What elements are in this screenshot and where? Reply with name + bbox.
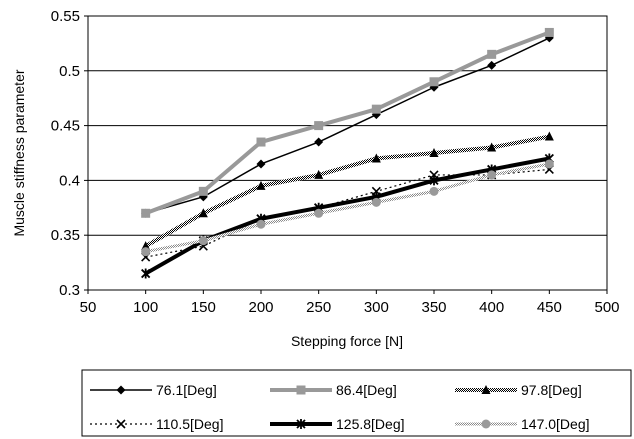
y-axis-ticks: 0.3 0.35 0.4 0.45 0.5 0.55: [51, 8, 88, 299]
data-point: [371, 104, 381, 114]
legend-label: 110.5[Deg]: [156, 416, 223, 432]
data-point: [256, 159, 266, 169]
series-line: [145, 162, 550, 254]
data-point: [487, 60, 497, 70]
data-point: [544, 131, 554, 141]
legend-items: 76.1[Deg] 86.4[Deg] 97.8[Deg] 110.5[Deg] 125…: [90, 382, 590, 432]
data-point: [429, 186, 439, 196]
y-tick-label: 0.55: [51, 8, 80, 25]
data-point: [296, 419, 306, 429]
legend-entry: 147.0[Deg]: [455, 416, 590, 432]
legend-label: 147.0[Deg]: [521, 416, 590, 432]
data-point: [198, 236, 208, 246]
data-point: [429, 175, 439, 186]
data-point: [141, 247, 151, 257]
data-point: [314, 169, 324, 179]
data-point: [481, 385, 491, 394]
y-tick-label: 0.3: [59, 282, 80, 299]
plot-frame: [87, 15, 608, 291]
data-point: [256, 180, 266, 190]
legend-frame: [81, 369, 632, 437]
x-tick-label: 350: [421, 299, 446, 316]
data-point: [141, 208, 151, 218]
x-tick-label: 500: [594, 299, 619, 316]
legend-label: 97.8[Deg]: [521, 382, 582, 398]
series-6: [141, 159, 554, 257]
data-point: [544, 159, 554, 169]
data-point: [487, 49, 497, 59]
y-tick-label: 0.45: [51, 118, 80, 135]
legend-label: 125.8[Deg]: [336, 416, 405, 432]
series-line: [144, 30, 551, 216]
x-tick-label: 400: [479, 299, 504, 316]
y-tick-label: 0.35: [51, 227, 80, 244]
legend-entry: 125.8[Deg]: [270, 416, 405, 432]
gridlines: [88, 70, 607, 236]
data-point: [429, 77, 439, 87]
y-tick-label: 0.5: [59, 63, 80, 80]
data-point: [314, 121, 324, 131]
legend-entry: 110.5[Deg]: [90, 416, 223, 432]
x-tick-label: 300: [364, 299, 389, 316]
series-layer: [141, 27, 554, 279]
data-point: [544, 27, 554, 37]
data-point: [487, 170, 497, 180]
y-axis-label: Muscle stiffness parameter: [11, 69, 27, 236]
x-tick-label: 150: [191, 299, 216, 316]
data-point: [296, 385, 306, 395]
data-point: [481, 419, 491, 429]
legend-label: 76.1[Deg]: [156, 382, 217, 398]
data-point: [487, 142, 497, 152]
y-tick-label: 0.4: [59, 172, 80, 189]
x-tick-label: 250: [306, 299, 331, 316]
data-point: [314, 208, 324, 218]
series-3: [141, 131, 554, 251]
data-point: [429, 148, 439, 157]
series-line: [145, 37, 550, 215]
x-tick-label: 450: [537, 299, 562, 316]
series-line: [144, 134, 550, 248]
legend: 76.1[Deg] 86.4[Deg] 97.8[Deg] 110.5[Deg] 125…: [81, 369, 632, 437]
series-2: [141, 27, 554, 218]
legend-entry: 97.8[Deg]: [455, 382, 582, 398]
data-point: [256, 219, 266, 229]
data-point: [371, 197, 381, 207]
data-point: [198, 186, 208, 196]
x-tick-label: 100: [133, 299, 158, 316]
data-point: [198, 208, 208, 218]
legend-label: 86.4[Deg]: [336, 382, 397, 398]
x-tick-label: 50: [80, 299, 97, 316]
data-point: [141, 268, 151, 279]
data-point: [371, 153, 381, 163]
x-axis-label: Stepping force [N]: [291, 333, 403, 349]
series-line: [145, 168, 550, 258]
x-axis-ticks: 50 100 150 200 250 300 350 400 450 500: [80, 290, 620, 316]
data-point: [116, 419, 126, 429]
data-point: [314, 137, 324, 147]
x-tick-label: 200: [248, 299, 273, 316]
data-point: [256, 137, 266, 147]
legend-entry: 86.4[Deg]: [270, 382, 397, 398]
legend-entry: 76.1[Deg]: [90, 382, 217, 398]
data-point: [116, 385, 126, 395]
